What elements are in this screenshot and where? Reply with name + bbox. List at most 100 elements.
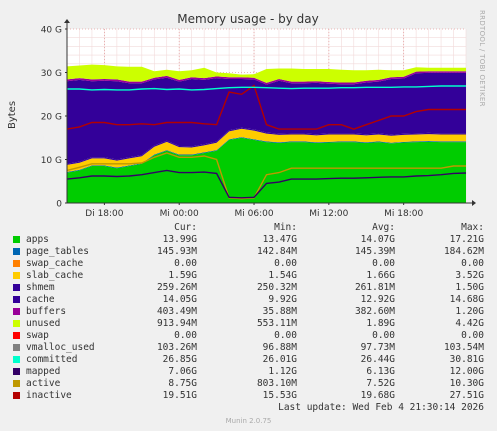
y-axis-label: Bytes: [7, 101, 18, 129]
legend-label: swap: [26, 330, 49, 341]
area-unused: [67, 64, 466, 83]
legend-rows: apps 13.99G 13.47G 14.07G 17.21G page_tables 1…: [0, 234, 497, 402]
legend-value-min: 15.53G: [262, 390, 297, 401]
legend-value-min: 26.01G: [262, 354, 297, 365]
legend-row-committed: committed 26.85G 26.01G 26.44G 30.81G: [0, 354, 497, 366]
stacked-areas: [67, 64, 466, 203]
x-tick-label: Di 18:00: [85, 209, 124, 219]
legend-swatch: [13, 272, 20, 279]
x-tick-label: Mi 06:00: [234, 209, 273, 219]
legend-value-cur: 259.26M: [156, 282, 197, 293]
legend-value-max: 10.30G: [449, 378, 484, 389]
legend-col-avg: Avg:: [372, 222, 395, 233]
legend-value-cur: 19.51G: [162, 390, 197, 401]
legend-value-avg: 14.07G: [360, 234, 395, 245]
line-committed: [67, 85, 466, 91]
legend-label: slab_cache: [26, 270, 84, 281]
legend-row-shmem: shmem 259.26M 250.32M 261.81M 1.50G: [0, 282, 497, 294]
legend-value-cur: 1.59G: [168, 270, 197, 281]
legend-value-min: 0.00: [274, 330, 297, 341]
legend-value-max: 3.52G: [455, 270, 484, 281]
legend-row-vmalloc-used: vmalloc_used 103.26M 96.88M 97.73M 103.54M: [0, 342, 497, 354]
legend-swatch: [13, 248, 20, 255]
axes: [64, 19, 476, 206]
y-tick-label: 20 G: [41, 113, 62, 123]
legend-value-min: 9.92G: [268, 294, 297, 305]
legend-label: committed: [26, 354, 78, 365]
legend-value-cur: 14.05G: [162, 294, 197, 305]
legend-value-cur: 0.00: [174, 258, 197, 269]
legend-value-avg: 1.89G: [366, 318, 395, 329]
legend-swatch: [13, 368, 20, 375]
legend-value-cur: 26.85G: [162, 354, 197, 365]
legend-label: cache: [26, 294, 55, 305]
legend-value-min: 142.84M: [256, 246, 297, 257]
legend-value-max: 103.54M: [443, 342, 484, 353]
legend-label: shmem: [26, 282, 55, 293]
x-tick-label: Mi 12:00: [309, 209, 348, 219]
legend-col-min: Min:: [274, 222, 297, 233]
y-tick-label: 30 G: [41, 69, 62, 79]
legend-swatch: [13, 344, 20, 351]
legend-row-buffers: buffers 403.49M 35.88M 382.60M 1.20G: [0, 306, 497, 318]
legend-value-avg: 261.81M: [354, 282, 395, 293]
legend-value-avg: 6.13G: [366, 366, 395, 377]
legend-swatch: [13, 356, 20, 363]
legend-value-avg: 1.66G: [366, 270, 395, 281]
y-tick-label: 40 G: [41, 26, 62, 36]
legend-value-max: 4.42G: [455, 318, 484, 329]
legend-value-min: 13.47G: [262, 234, 297, 245]
legend-value-max: 1.20G: [455, 306, 484, 317]
legend-row-swap: swap 0.00 0.00 0.00 0.00: [0, 330, 497, 342]
legend-label: vmalloc_used: [26, 342, 95, 353]
x-tick-label: Mi 00:00: [160, 209, 199, 219]
legend-value-avg: 145.39M: [354, 246, 395, 257]
legend-row-unused: unused 913.94M 553.11M 1.89G 4.42G: [0, 318, 497, 330]
line-inactive: [66, 84, 466, 130]
legend-swatch: [13, 380, 20, 387]
legend-row-active: active 8.75G 803.10M 7.52G 10.30G: [0, 378, 497, 390]
x-tick-label: Mi 18:00: [384, 209, 423, 219]
legend-swatch: [13, 296, 20, 303]
legend-value-avg: 26.44G: [360, 354, 395, 365]
line-mapped: [66, 169, 467, 199]
y-tick-label: 0: [56, 200, 62, 210]
legend-header: Cur: Min: Avg: Max:: [0, 222, 497, 234]
rrdtool-watermark: RRDTOOL / TOBI OETIKER: [478, 10, 486, 107]
legend-swatch: [13, 308, 20, 315]
legend-value-max: 184.62M: [443, 246, 484, 257]
legend-value-avg: 0.00: [372, 258, 395, 269]
legend-label: apps: [26, 234, 49, 245]
legend-value-avg: 382.60M: [354, 306, 395, 317]
legend-swatch: [13, 236, 20, 243]
last-update: Last update: Wed Feb 4 21:30:14 2026: [278, 402, 484, 413]
legend-value-cur: 8.75G: [168, 378, 197, 389]
area-buffers: [67, 71, 466, 85]
area-slab-cache: [67, 128, 466, 172]
legend-value-max: 27.51G: [449, 390, 484, 401]
area-apps: [67, 137, 466, 203]
legend-label: inactive: [26, 390, 72, 401]
legend-row-apps: apps 13.99G 13.47G 14.07G 17.21G: [0, 234, 497, 246]
y-tick-labels: 0 10 G 20 G 30 G 40 G: [41, 26, 67, 210]
legend-value-min: 1.54G: [268, 270, 297, 281]
legend-value-avg: 12.92G: [360, 294, 395, 305]
legend-swatch: [13, 332, 20, 339]
legend-row-swap-cache: swap_cache 0.00 0.00 0.00 0.00: [0, 258, 497, 270]
legend-value-max: 17.21G: [449, 234, 484, 245]
legend-value-min: 35.88M: [262, 306, 297, 317]
legend-value-cur: 103.26M: [156, 342, 197, 353]
legend-value-min: 553.11M: [256, 318, 297, 329]
legend-value-min: 0.00: [274, 258, 297, 269]
legend-col-max: Max:: [461, 222, 484, 233]
legend-label: page_tables: [26, 246, 89, 257]
legend-label: swap_cache: [26, 258, 84, 269]
legend-label: buffers: [26, 306, 67, 317]
legend-row-cache: cache 14.05G 9.92G 12.92G 14.68G: [0, 294, 497, 306]
legend-value-min: 803.10M: [256, 378, 297, 389]
line-active: [66, 152, 466, 200]
legend-value-avg: 0.00: [372, 330, 395, 341]
legend-row-slab-cache: slab_cache 1.59G 1.54G 1.66G 3.52G: [0, 270, 497, 282]
legend-value-avg: 97.73M: [360, 342, 395, 353]
legend-value-cur: 7.06G: [168, 366, 197, 377]
